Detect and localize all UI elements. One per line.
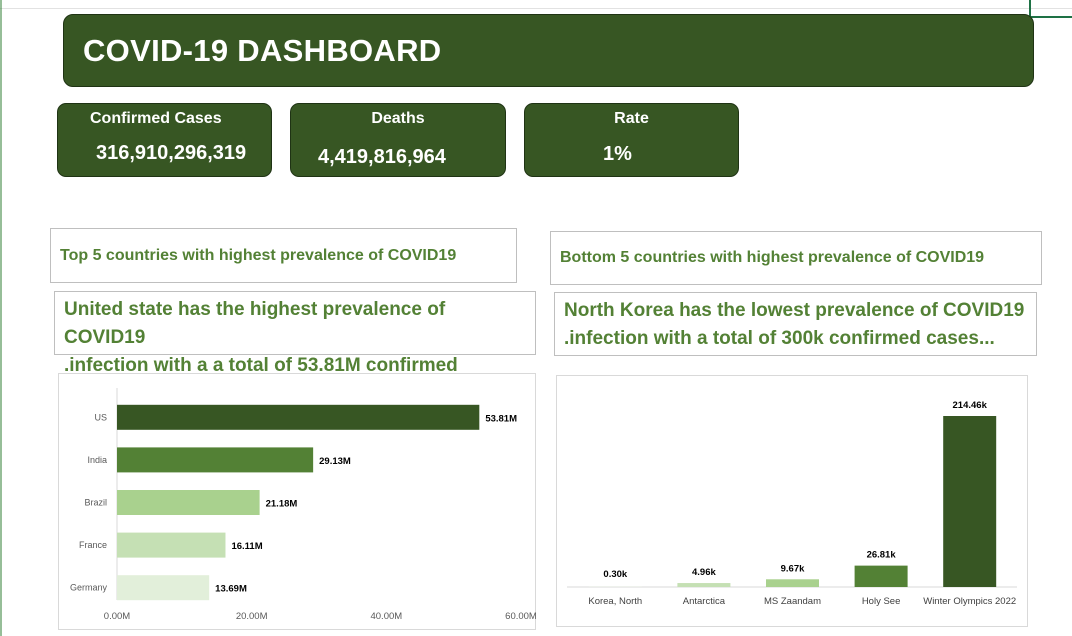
category-label: Holy See	[862, 596, 901, 607]
category-label: Winter Olympics 2022	[923, 596, 1016, 607]
bar	[117, 575, 210, 601]
bar	[117, 404, 480, 430]
data-label: 29.13M	[319, 456, 351, 467]
bottom-countries-heading-box: Bottom 5 countries with highest prevalen…	[550, 231, 1042, 285]
category-label: Brazil	[84, 498, 107, 508]
bar	[766, 579, 819, 587]
bottom-summary-line-1: North Korea has the lowest prevalence of…	[564, 300, 1025, 321]
top-countries-summary-box: United state has the highest prevalence …	[54, 291, 536, 376]
sheet-left-edge	[0, 0, 2, 636]
data-label: 53.81M	[485, 413, 517, 424]
x-tick-label: 60.00M	[505, 611, 537, 622]
category-label: Korea, North	[588, 596, 642, 607]
dashboard-title: COVID-19 DASHBOARD	[83, 32, 442, 68]
bar	[117, 447, 314, 473]
data-label: 26.81k	[867, 550, 897, 561]
top-summary-line-1: United state has the highest prevalence …	[64, 299, 446, 348]
data-label: 21.18M	[266, 499, 298, 510]
data-label: 4.96k	[692, 567, 716, 578]
kpi-label: Rate	[614, 110, 649, 127]
top-countries-bar-chart: US 53.81M India 29.13M Brazil 21.18M France 16.…	[70, 388, 537, 622]
category-label: US	[94, 412, 107, 422]
x-tick-label: 0.00M	[104, 611, 130, 622]
kpi-value: 316,910,296,319	[96, 142, 247, 164]
bar	[677, 583, 731, 587]
kpi-deaths: Deaths 4,419,816,964	[290, 103, 506, 177]
kpi-label: Confirmed Cases	[90, 110, 222, 127]
top-summary-line-2: .infection with a a total of 53.81M conf…	[64, 355, 458, 376]
dashboard-title-banner: COVID-19 DASHBOARD	[63, 14, 1034, 87]
kpi-value: 4,419,816,964	[318, 146, 446, 168]
bottom-countries-summary-box: North Korea has the lowest prevalence of…	[554, 292, 1037, 356]
data-label: 0.30k	[603, 569, 627, 580]
top-countries-heading-box: Top 5 countries with highest prevalence …	[50, 228, 517, 283]
category-label: Germany	[70, 583, 108, 593]
bar	[117, 532, 226, 558]
kpi-value: 1%	[603, 143, 632, 165]
kpi-rate: Rate 1%	[524, 103, 739, 177]
bottom-summary-line-2: .infection with a total of 300k confirme…	[564, 328, 995, 349]
category-label: Antarctica	[683, 596, 726, 607]
category-label: France	[79, 540, 107, 550]
top-countries-heading: Top 5 countries with highest prevalence …	[60, 246, 457, 264]
category-label: MS Zaandam	[764, 596, 821, 607]
data-label: 16.11M	[231, 541, 262, 552]
data-label: 13.69M	[215, 584, 247, 595]
data-label: 9.67k	[781, 563, 805, 574]
kpi-confirmed-cases: Confirmed Cases 316,910,296,319	[57, 103, 272, 177]
bottom-countries-chart: 0.30k Korea, North 4.96k Antarctica 9.67k MS …	[556, 375, 1028, 627]
data-label: 214.46k	[953, 400, 988, 411]
bar	[943, 416, 997, 587]
selected-cell[interactable]	[1029, 0, 1072, 18]
bar	[854, 565, 908, 587]
bottom-countries-bar-chart: 0.30k Korea, North 4.96k Antarctica 9.67k MS …	[567, 400, 1017, 607]
bar	[117, 490, 260, 515]
kpi-label: Deaths	[371, 110, 425, 127]
bottom-countries-heading: Bottom 5 countries with highest prevalen…	[560, 249, 985, 266]
category-label: India	[87, 455, 107, 465]
x-tick-label: 20.00M	[236, 611, 268, 622]
sheet-grid-row	[0, 0, 1072, 9]
top-countries-chart: US 53.81M India 29.13M Brazil 21.18M France 16.…	[58, 373, 537, 630]
x-tick-label: 40.00M	[370, 611, 402, 622]
